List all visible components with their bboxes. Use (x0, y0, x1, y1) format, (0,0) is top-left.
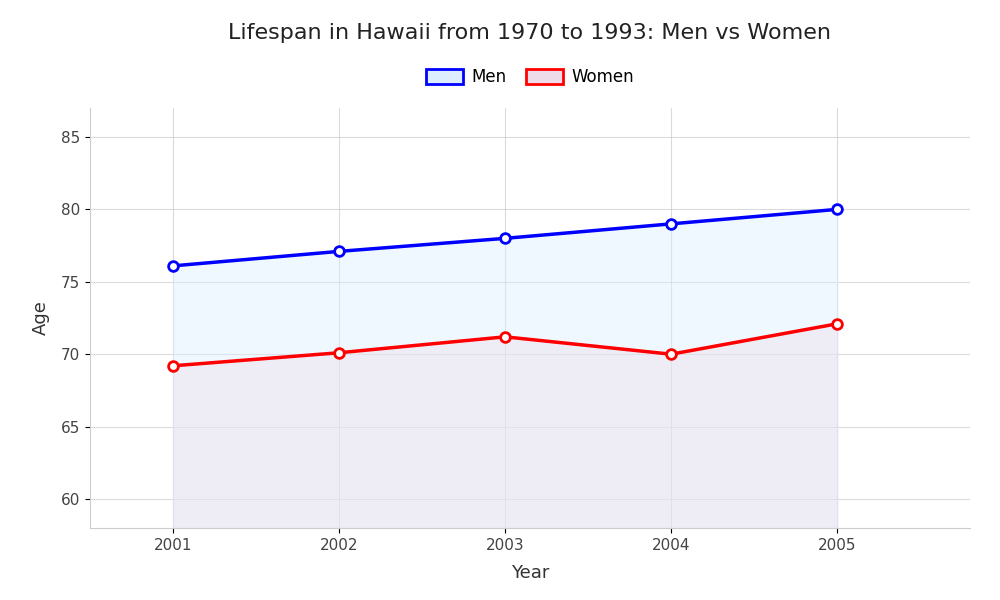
Legend: Men, Women: Men, Women (419, 62, 641, 93)
Y-axis label: Age: Age (32, 301, 50, 335)
X-axis label: Year: Year (511, 564, 549, 582)
Title: Lifespan in Hawaii from 1970 to 1993: Men vs Women: Lifespan in Hawaii from 1970 to 1993: Me… (228, 23, 832, 43)
